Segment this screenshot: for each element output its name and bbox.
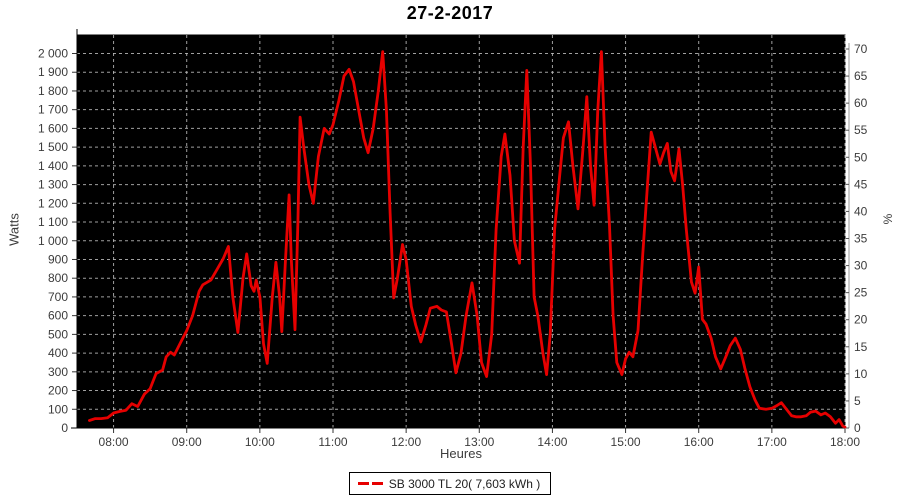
y-tick-label: 400 (48, 346, 68, 360)
y2-tick-label: 35 (854, 232, 868, 246)
legend: SB 3000 TL 20( 7,603 kWh ) (0, 472, 900, 495)
y2-tick-label: 15 (854, 340, 868, 354)
y-tick-label: 1 000 (38, 234, 68, 248)
plot-background (76, 34, 846, 429)
y2-tick-label: 30 (854, 259, 868, 273)
y2-tick-label: 70 (854, 42, 868, 56)
y2-tick-label: 60 (854, 96, 868, 110)
y-tick-label: 900 (48, 252, 68, 266)
y-tick-label: 1 300 (38, 178, 68, 192)
series-line (88, 50, 847, 429)
y-tick-label: 1 400 (38, 159, 68, 173)
chart-title: 27-2-2017 (406, 3, 494, 23)
legend-label: SB 3000 TL 20( 7,603 kWh ) (388, 476, 541, 491)
x-tick-label: 13:00 (464, 435, 494, 449)
y2-tick-label: 55 (854, 123, 868, 137)
y-axis-title: Watts (6, 213, 22, 246)
x-tick-label: 16:00 (684, 435, 714, 449)
x-axis-title: Heures (440, 446, 482, 461)
y2-tick-label: 20 (854, 313, 868, 327)
x-tick-label: 17:00 (757, 435, 787, 449)
y-tick-label: 300 (48, 365, 68, 379)
y-tick-label: 1 900 (38, 65, 68, 79)
legend-item: SB 3000 TL 20( 7,603 kWh ) (348, 472, 552, 495)
y2-tick-label: 0 (854, 421, 861, 435)
y2-axis-title: % (881, 213, 895, 225)
y2-tick-label: 40 (854, 204, 868, 218)
y-tick-label: 500 (48, 327, 68, 341)
y2-tick-label: 5 (854, 394, 861, 408)
x-tick-label: 09:00 (172, 435, 202, 449)
y-tick-label: 100 (48, 402, 68, 416)
x-tick-label: 08:00 (99, 435, 129, 449)
series-line-marker-icon (357, 482, 384, 486)
x-tick-label: 11:00 (318, 435, 347, 449)
y2-tick-label: 25 (854, 286, 868, 300)
y-tick-label: 1 500 (38, 140, 68, 154)
x-tick-label: 14:00 (537, 435, 567, 449)
x-tick-label: 18:00 (830, 435, 860, 449)
x-tick-label: 12:00 (391, 435, 421, 449)
y-tick-label: 1 200 (38, 196, 68, 210)
y-tick-label: 600 (48, 309, 68, 323)
x-tick-label: 10:00 (245, 435, 275, 449)
y-tick-label: 0 (61, 421, 68, 435)
y2-tick-label: 50 (854, 150, 868, 164)
y-tick-label: 700 (48, 290, 68, 304)
y-tick-label: 1 600 (38, 121, 68, 135)
y-tick-label: 1 800 (38, 84, 68, 98)
y-tick-label: 200 (48, 384, 68, 398)
y2-tick-label: 45 (854, 177, 868, 191)
y2-tick-label: 10 (854, 367, 868, 381)
y-tick-label: 2 000 (38, 47, 68, 61)
y-tick-label: 800 (48, 271, 68, 285)
y-tick-label: 1 100 (38, 215, 68, 229)
x-tick-label: 15:00 (611, 435, 641, 449)
y-tick-label: 1 700 (38, 103, 68, 117)
y2-tick-label: 65 (854, 69, 868, 83)
